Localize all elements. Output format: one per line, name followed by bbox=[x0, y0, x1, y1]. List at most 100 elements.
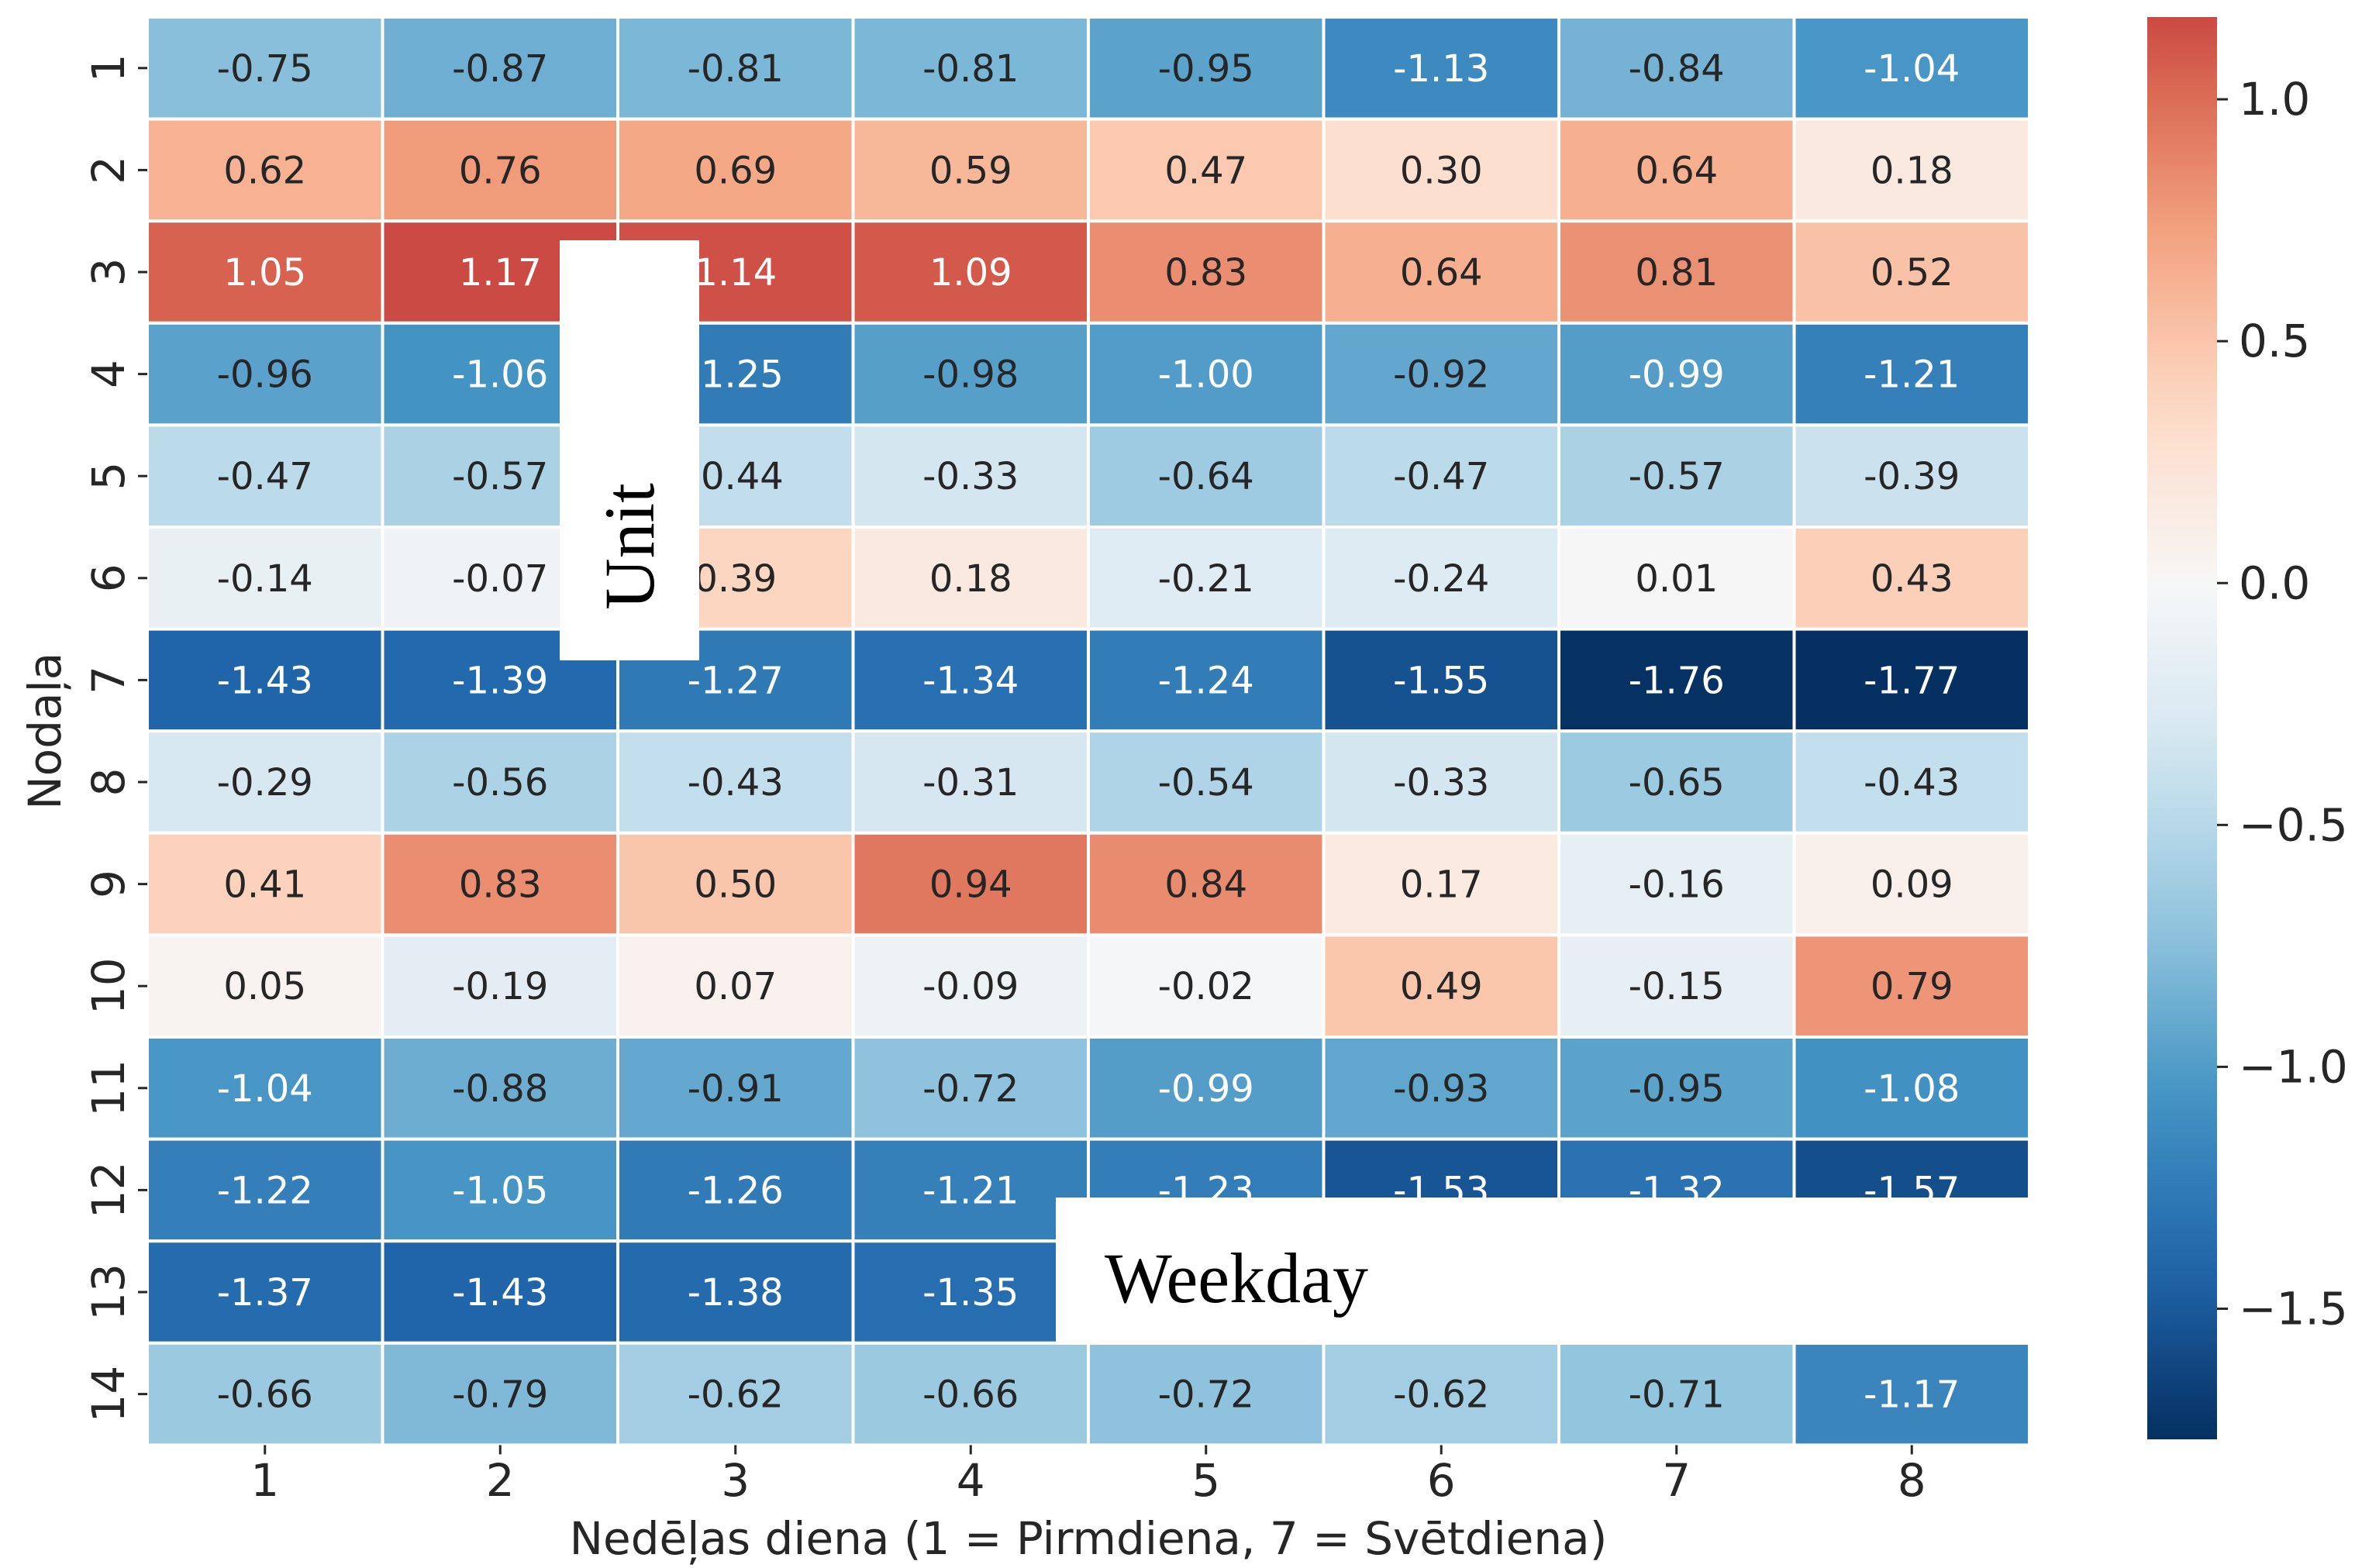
heatmap-cell bbox=[1087, 117, 1326, 223]
heatmap-cell bbox=[146, 831, 384, 937]
heatmap-cell-label: -1.00 bbox=[1158, 353, 1254, 397]
heatmap-cell bbox=[381, 1239, 619, 1345]
heatmap-cell-label: 1.14 bbox=[694, 251, 777, 295]
heatmap-cell bbox=[381, 1137, 619, 1243]
heatmap-cell-label: -1.35 bbox=[922, 1271, 1019, 1315]
heatmap-cell bbox=[1322, 526, 1560, 631]
heatmap-cell bbox=[1792, 117, 2031, 223]
heatmap-cell-label: -1.39 bbox=[452, 659, 548, 702]
heatmap-cell-label: 0.79 bbox=[1871, 965, 1953, 1008]
heatmap-cell bbox=[1087, 1341, 1326, 1447]
heatmap-cell-label: -0.57 bbox=[452, 455, 548, 498]
heatmap-cell-label: 0.41 bbox=[223, 863, 306, 907]
heatmap-cell-label: -0.71 bbox=[1629, 1373, 1725, 1417]
heatmap-cell-label: -0.75 bbox=[217, 47, 313, 91]
heatmap-cell-label: -0.16 bbox=[1629, 863, 1725, 907]
heatmap-cell-label: 0.64 bbox=[1635, 149, 1718, 192]
heatmap-cell bbox=[381, 933, 619, 1039]
heatmap-cell bbox=[1792, 627, 2031, 733]
heatmap-cell-label: 0.50 bbox=[694, 863, 777, 907]
heatmap-cell bbox=[851, 831, 1090, 937]
unit-overlay: Unit bbox=[560, 240, 699, 660]
heatmap-cell bbox=[146, 1137, 384, 1243]
heatmap-cell-label: -1.34 bbox=[922, 659, 1019, 702]
heatmap-cell bbox=[381, 16, 619, 121]
heatmap-cells: -0.75 -0.87 -0.81 -0.81 -0.95 -1.13 -0.84 -1.04… bbox=[146, 16, 2031, 1447]
heatmap-cell bbox=[851, 1239, 1090, 1345]
heatmap-cell-label: -0.84 bbox=[1629, 47, 1725, 91]
heatmap-cell-label: 0.30 bbox=[1400, 149, 1483, 192]
heatmap-cell-label: -1.27 bbox=[688, 659, 784, 702]
heatmap-cell bbox=[1087, 831, 1326, 937]
heatmap-cell-label: -0.87 bbox=[452, 47, 548, 91]
heatmap-cell-label: -0.39 bbox=[1864, 455, 1960, 498]
heatmap-cell-label: -0.98 bbox=[922, 353, 1019, 397]
heatmap-cell-label: -1.43 bbox=[452, 1271, 548, 1315]
heatmap-cell bbox=[1557, 1036, 1796, 1141]
heatmap-cell-label: -0.72 bbox=[922, 1067, 1019, 1111]
heatmap-cell-label: -0.43 bbox=[1864, 761, 1960, 805]
heatmap-cell-label: -0.19 bbox=[452, 965, 548, 1008]
heatmap-cell-label: -0.21 bbox=[1158, 557, 1254, 601]
heatmap-cell-label: 0.09 bbox=[1871, 863, 1953, 907]
heatmap-cell bbox=[1087, 219, 1326, 325]
heatmap-cell bbox=[616, 1036, 855, 1141]
colorbar-tick-label: 0.5 bbox=[2239, 315, 2310, 367]
heatmap-cell bbox=[1087, 321, 1326, 427]
colorbar-tick-label: −1.0 bbox=[2239, 1040, 2348, 1093]
heatmap-cell-label: -1.04 bbox=[1864, 47, 1960, 91]
heatmap-cell-label: 0.83 bbox=[459, 863, 542, 907]
heatmap-cell-label: -0.92 bbox=[1393, 353, 1489, 397]
heatmap-cell-label: -1.06 bbox=[452, 353, 548, 397]
heatmap-cell-label: -0.96 bbox=[217, 353, 313, 397]
heatmap-cell-label: -0.91 bbox=[688, 1067, 784, 1111]
y-tick-label: 3 bbox=[82, 258, 135, 287]
heatmap-cell-label: 0.69 bbox=[694, 149, 777, 192]
heatmap-cell-label: 0.05 bbox=[223, 965, 306, 1008]
y-tick-label: 1 bbox=[82, 53, 135, 82]
heatmap-cell bbox=[146, 117, 384, 223]
heatmap-cell bbox=[851, 1341, 1090, 1447]
heatmap-cell bbox=[381, 729, 619, 835]
heatmap-cell-label: -0.95 bbox=[1158, 47, 1254, 91]
heatmap-cell-label: 1.09 bbox=[929, 251, 1012, 295]
heatmap-cell-label: -0.81 bbox=[922, 47, 1019, 91]
unit-overlay-box bbox=[560, 240, 699, 660]
colorbar-tick-label: −1.5 bbox=[2239, 1282, 2348, 1335]
heatmap-cell-label: -1.26 bbox=[688, 1169, 784, 1212]
weekday-overlay-box bbox=[1056, 1198, 2033, 1345]
heatmap-cell-label: -1.21 bbox=[1864, 353, 1960, 397]
heatmap-cell bbox=[851, 933, 1090, 1039]
x-tick-label: 2 bbox=[486, 1454, 515, 1507]
heatmap-cell-label: -1.43 bbox=[217, 659, 313, 702]
y-tick-label: 9 bbox=[82, 870, 135, 898]
heatmap-cell-label: -0.81 bbox=[688, 47, 784, 91]
heatmap-cell bbox=[1792, 729, 2031, 835]
heatmap-cell bbox=[616, 1239, 855, 1345]
heatmap-cell-label: 0.01 bbox=[1635, 557, 1718, 601]
heatmap-cell bbox=[1792, 1341, 2031, 1447]
heatmap-cell bbox=[381, 1036, 619, 1141]
heatmap-cell-label: -1.05 bbox=[452, 1169, 548, 1212]
heatmap-cell bbox=[146, 933, 384, 1039]
heatmap-cell-label: 0.59 bbox=[929, 149, 1012, 192]
y-tick-label: 12 bbox=[82, 1161, 135, 1218]
heatmap-cell-label: -0.31 bbox=[922, 761, 1019, 805]
weekday-overlay-label: Weekday bbox=[1105, 1239, 1368, 1318]
heatmap-cell-label: 0.52 bbox=[1871, 251, 1953, 295]
heatmap-cell bbox=[1087, 933, 1326, 1039]
heatmap-cell-label: -1.76 bbox=[1629, 659, 1725, 702]
heatmap-cell bbox=[1557, 219, 1796, 325]
heatmap-cell-label: -0.93 bbox=[1393, 1067, 1489, 1111]
heatmap-cell-label: -1.77 bbox=[1864, 659, 1960, 702]
heatmap-cell bbox=[146, 219, 384, 325]
x-tick-label: 8 bbox=[1898, 1454, 1926, 1507]
heatmap-cell-label: -0.72 bbox=[1158, 1373, 1254, 1417]
y-tick-label: 11 bbox=[82, 1060, 135, 1117]
x-tick-label: 1 bbox=[250, 1454, 279, 1507]
heatmap-cell-label: -1.04 bbox=[217, 1067, 313, 1111]
heatmap-cell-label: -1.24 bbox=[1158, 659, 1254, 702]
heatmap-cell-label: -1.21 bbox=[922, 1169, 1019, 1212]
heatmap-cell-label: 0.76 bbox=[459, 149, 542, 192]
heatmap-cell bbox=[1792, 16, 2031, 121]
